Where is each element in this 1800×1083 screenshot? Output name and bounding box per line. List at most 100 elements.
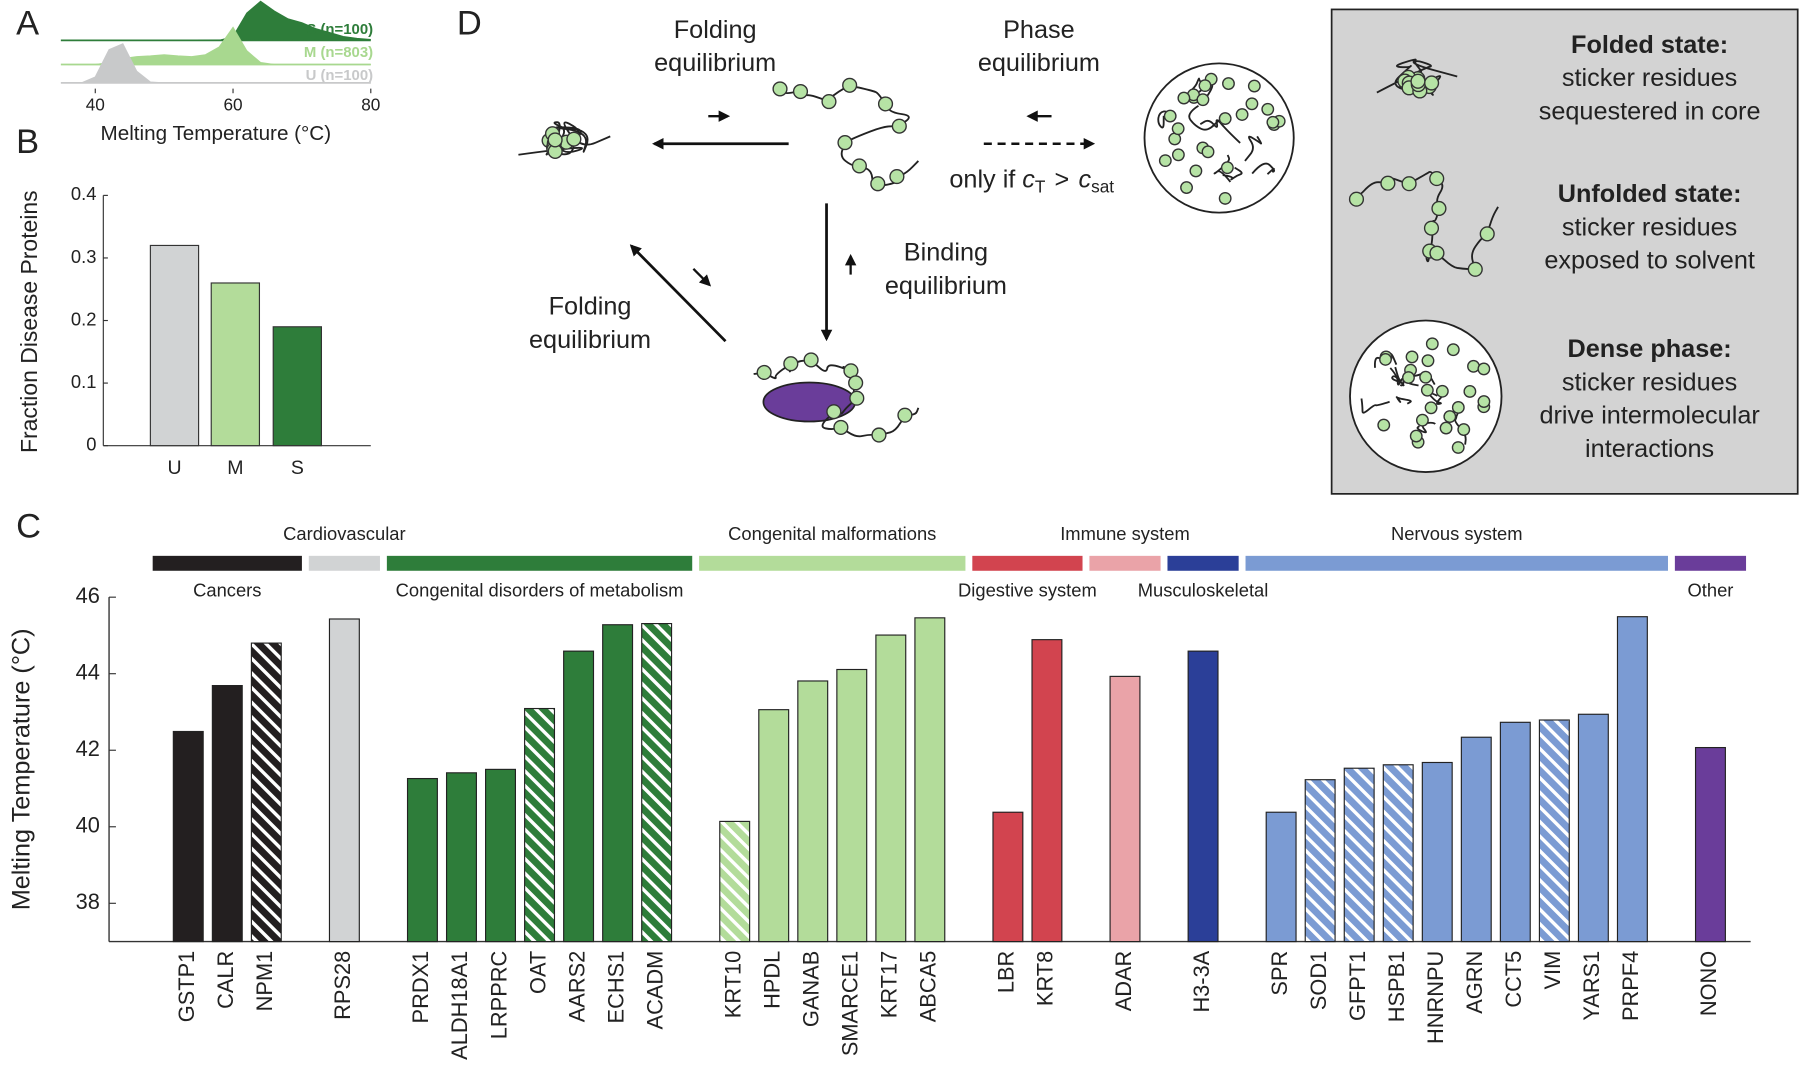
sticker-residue [842,77,858,93]
x-tick-label: HSPB1 [1384,951,1409,1022]
x-tick-label: ACADM [642,951,667,1030]
x-tick-label: SPR [1267,951,1292,996]
diagram-label: equilibrium [885,272,1007,300]
sticker-residue [1467,261,1483,277]
bar [524,707,556,943]
group-label: Cancers [193,579,261,600]
sticker-residue [1198,79,1212,93]
sticker-residue [1380,175,1396,191]
sticker-residue [547,132,563,148]
panel-label: C [16,507,41,545]
x-tick-label: GSTP1 [174,951,199,1022]
sticker-residue [1479,226,1495,242]
x-tick-label: 40 [86,94,105,114]
sticker-residue [1377,418,1391,432]
panel-label: B [16,123,39,161]
y-tick-label: 0.2 [71,308,97,329]
x-tick-label: U [167,457,181,479]
sticker-residue [1443,410,1457,424]
arrow [692,268,712,287]
sticker-residue [1163,109,1177,123]
polymer-chain [1416,421,1436,434]
sticker-residue [889,168,905,185]
sticker-residue [1235,108,1249,121]
condition-var: c [1022,165,1035,193]
sticker-residue [1177,91,1191,105]
group-band [308,555,380,571]
bar [875,634,907,943]
group-label: Musculoskeletal [1138,579,1269,600]
sticker-residue [837,135,853,151]
x-tick-label: SOD1 [1306,951,1331,1010]
polymer-chain [1391,366,1405,387]
bar [1031,639,1063,943]
bar [1694,746,1726,943]
x-tick-label: OAT [525,951,550,994]
sticker-residue [1405,350,1419,364]
diagram-label: Binding [904,239,988,267]
x-tick-label: VIM [1540,951,1565,990]
sticker-residue [1266,115,1280,129]
y-tick-label: 46 [76,583,100,608]
bar [563,650,595,943]
y-tick-label: 0 [86,433,96,454]
bar [485,768,517,943]
sticker-residue [1429,170,1445,187]
bar [1382,764,1414,943]
x-tick-label: AGRN [1462,951,1487,1014]
bar [1187,650,1219,943]
diagram-label: Folding [674,16,757,44]
sticker-residue [1201,145,1215,159]
bar [758,709,790,943]
bar [210,282,261,447]
sticker-residue [1457,423,1471,436]
sticker-residue [1467,359,1480,373]
bar [836,668,868,943]
sticker-residue [756,364,772,381]
sticker-residue [826,404,842,420]
sticker-residue [1410,73,1426,89]
bar [1109,675,1141,943]
sticker-residue [783,356,799,372]
bar [406,777,438,943]
bar [719,820,751,943]
x-tick-label: NPM1 [252,951,277,1012]
sticker-residue [1379,352,1392,366]
x-tick-label: HPDL [759,951,784,1009]
sticker-residue [1180,181,1193,194]
y-tick-label: 40 [76,813,100,838]
condition-op: > [1055,165,1070,193]
x-tick-label: ADAR [1111,951,1136,1012]
bar [149,244,200,447]
bar [1499,721,1531,943]
polymer-chain [1251,162,1276,175]
bar [1421,761,1453,943]
y-tick-label: 0.3 [71,246,97,267]
sticker-residue [1409,429,1423,443]
legend-label: S (n=100) [306,21,373,38]
bar [641,623,673,943]
bar [797,680,829,943]
sticker-residue [1451,401,1465,414]
sticker-residue [1218,112,1232,125]
polymer-chain [1222,166,1243,181]
sticker-residue [803,352,819,368]
condition-sub: T [1035,176,1046,196]
bar [1538,719,1570,943]
sticker-residue [566,131,582,147]
sticker-residue [1419,370,1433,384]
y-axis-label: Melting Temperature (°C) [8,628,36,910]
x-tick-label: ABCA5 [916,951,941,1022]
bar [250,642,282,943]
x-tick-label: KRT10 [720,951,745,1018]
sticker-residue [849,390,865,406]
polymer-chain [1395,395,1412,405]
legend-line: sticker residues [1562,64,1737,92]
y-tick-label: 0.1 [71,371,97,392]
sticker-residue [848,375,864,391]
diagram-label: Folding [549,293,632,321]
sticker-residue [1424,401,1438,415]
sticker-residue [821,94,837,110]
legend-label: U (n=100) [306,67,374,84]
